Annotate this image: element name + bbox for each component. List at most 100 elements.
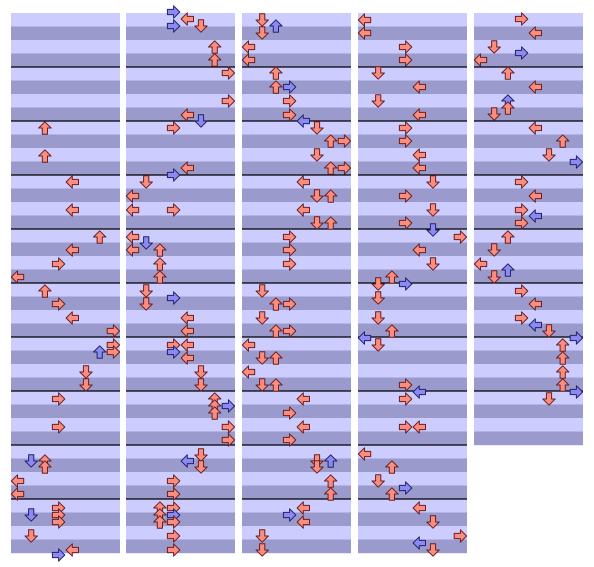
stripe [358,485,467,500]
stripe [358,364,467,378]
stripe [126,310,235,324]
stripe [11,134,120,149]
stripe [474,188,583,203]
step-arrow [398,378,413,392]
step-arrow [24,529,38,543]
stripe [358,445,467,459]
step-arrow [255,26,269,40]
step-arrow [357,13,372,27]
step-arrow [501,101,515,115]
step-arrow [282,406,297,420]
stripe [474,53,583,68]
step-arrow [324,454,338,468]
step-arrow [65,175,80,189]
step-arrow [371,311,385,325]
stripe [126,539,235,554]
stripe [126,107,235,122]
stripe [126,13,235,27]
stripe [358,472,467,486]
stripe [358,40,467,54]
stripe [242,13,351,27]
step-arrow [371,291,385,305]
step-arrow [10,270,25,284]
step-arrow [398,121,413,135]
step-arrow [398,481,413,495]
step-arrow [412,501,426,515]
stripe [126,337,235,351]
step-arrow [569,155,584,169]
stripe [242,404,351,419]
step-arrow [194,114,208,128]
step-arrow [269,378,283,392]
panel [242,13,351,554]
step-arrow [10,487,25,501]
stripe [358,242,467,257]
stripe [474,175,583,189]
stripe [126,364,235,378]
step-arrow [514,203,529,217]
stripe [358,377,467,392]
stripe [474,215,583,230]
step-arrow [426,223,440,237]
stripe [11,364,120,378]
step-arrow [139,175,153,189]
stripe [242,485,351,500]
step-arrow [194,460,208,474]
stripe [11,80,120,95]
stripe [474,26,583,41]
step-arrow [487,107,501,121]
step-arrow [398,216,413,230]
step-arrow [487,243,501,257]
step-arrow [79,378,93,392]
stripe [11,283,120,297]
panel [126,13,235,554]
step-arrow [38,284,52,298]
step-arrow [324,134,338,148]
step-arrow [38,121,52,135]
step-arrow [51,392,66,406]
step-arrow [51,297,66,311]
stripe [242,256,351,270]
stripe [474,296,583,311]
stripe [474,377,583,392]
step-arrow [473,53,488,67]
step-arrow [207,40,222,54]
stripe [126,40,235,54]
step-arrow [412,148,426,162]
step-arrow [296,420,310,434]
step-arrow [324,189,338,203]
stripe [474,337,583,351]
step-arrow [324,487,338,501]
stripe [11,472,120,486]
stripe [11,310,120,324]
stripe [358,53,467,68]
step-arrow [269,19,283,33]
step-arrow [153,243,167,257]
stripe [474,80,583,95]
step-arrow [528,297,542,311]
step-arrow [166,543,181,557]
step-arrow [194,365,208,379]
stripe [242,539,351,554]
stripe [358,269,467,284]
step-arrow [255,284,269,298]
stripe [126,458,235,473]
stripe [242,161,351,176]
stripe [358,283,467,297]
step-arrow [207,406,222,420]
stripe [474,350,583,365]
stripe [126,296,235,311]
stripe [358,539,467,554]
step-arrow [221,433,236,447]
step-arrow [487,40,501,54]
step-arrow [38,149,52,163]
step-arrow [269,297,283,311]
stripe [11,202,120,216]
step-arrow [106,324,121,338]
stripe [242,229,351,243]
stripe [242,499,351,513]
step-arrow [514,46,529,60]
stripe [242,445,351,459]
step-arrow [269,80,283,94]
step-arrow [255,311,269,325]
